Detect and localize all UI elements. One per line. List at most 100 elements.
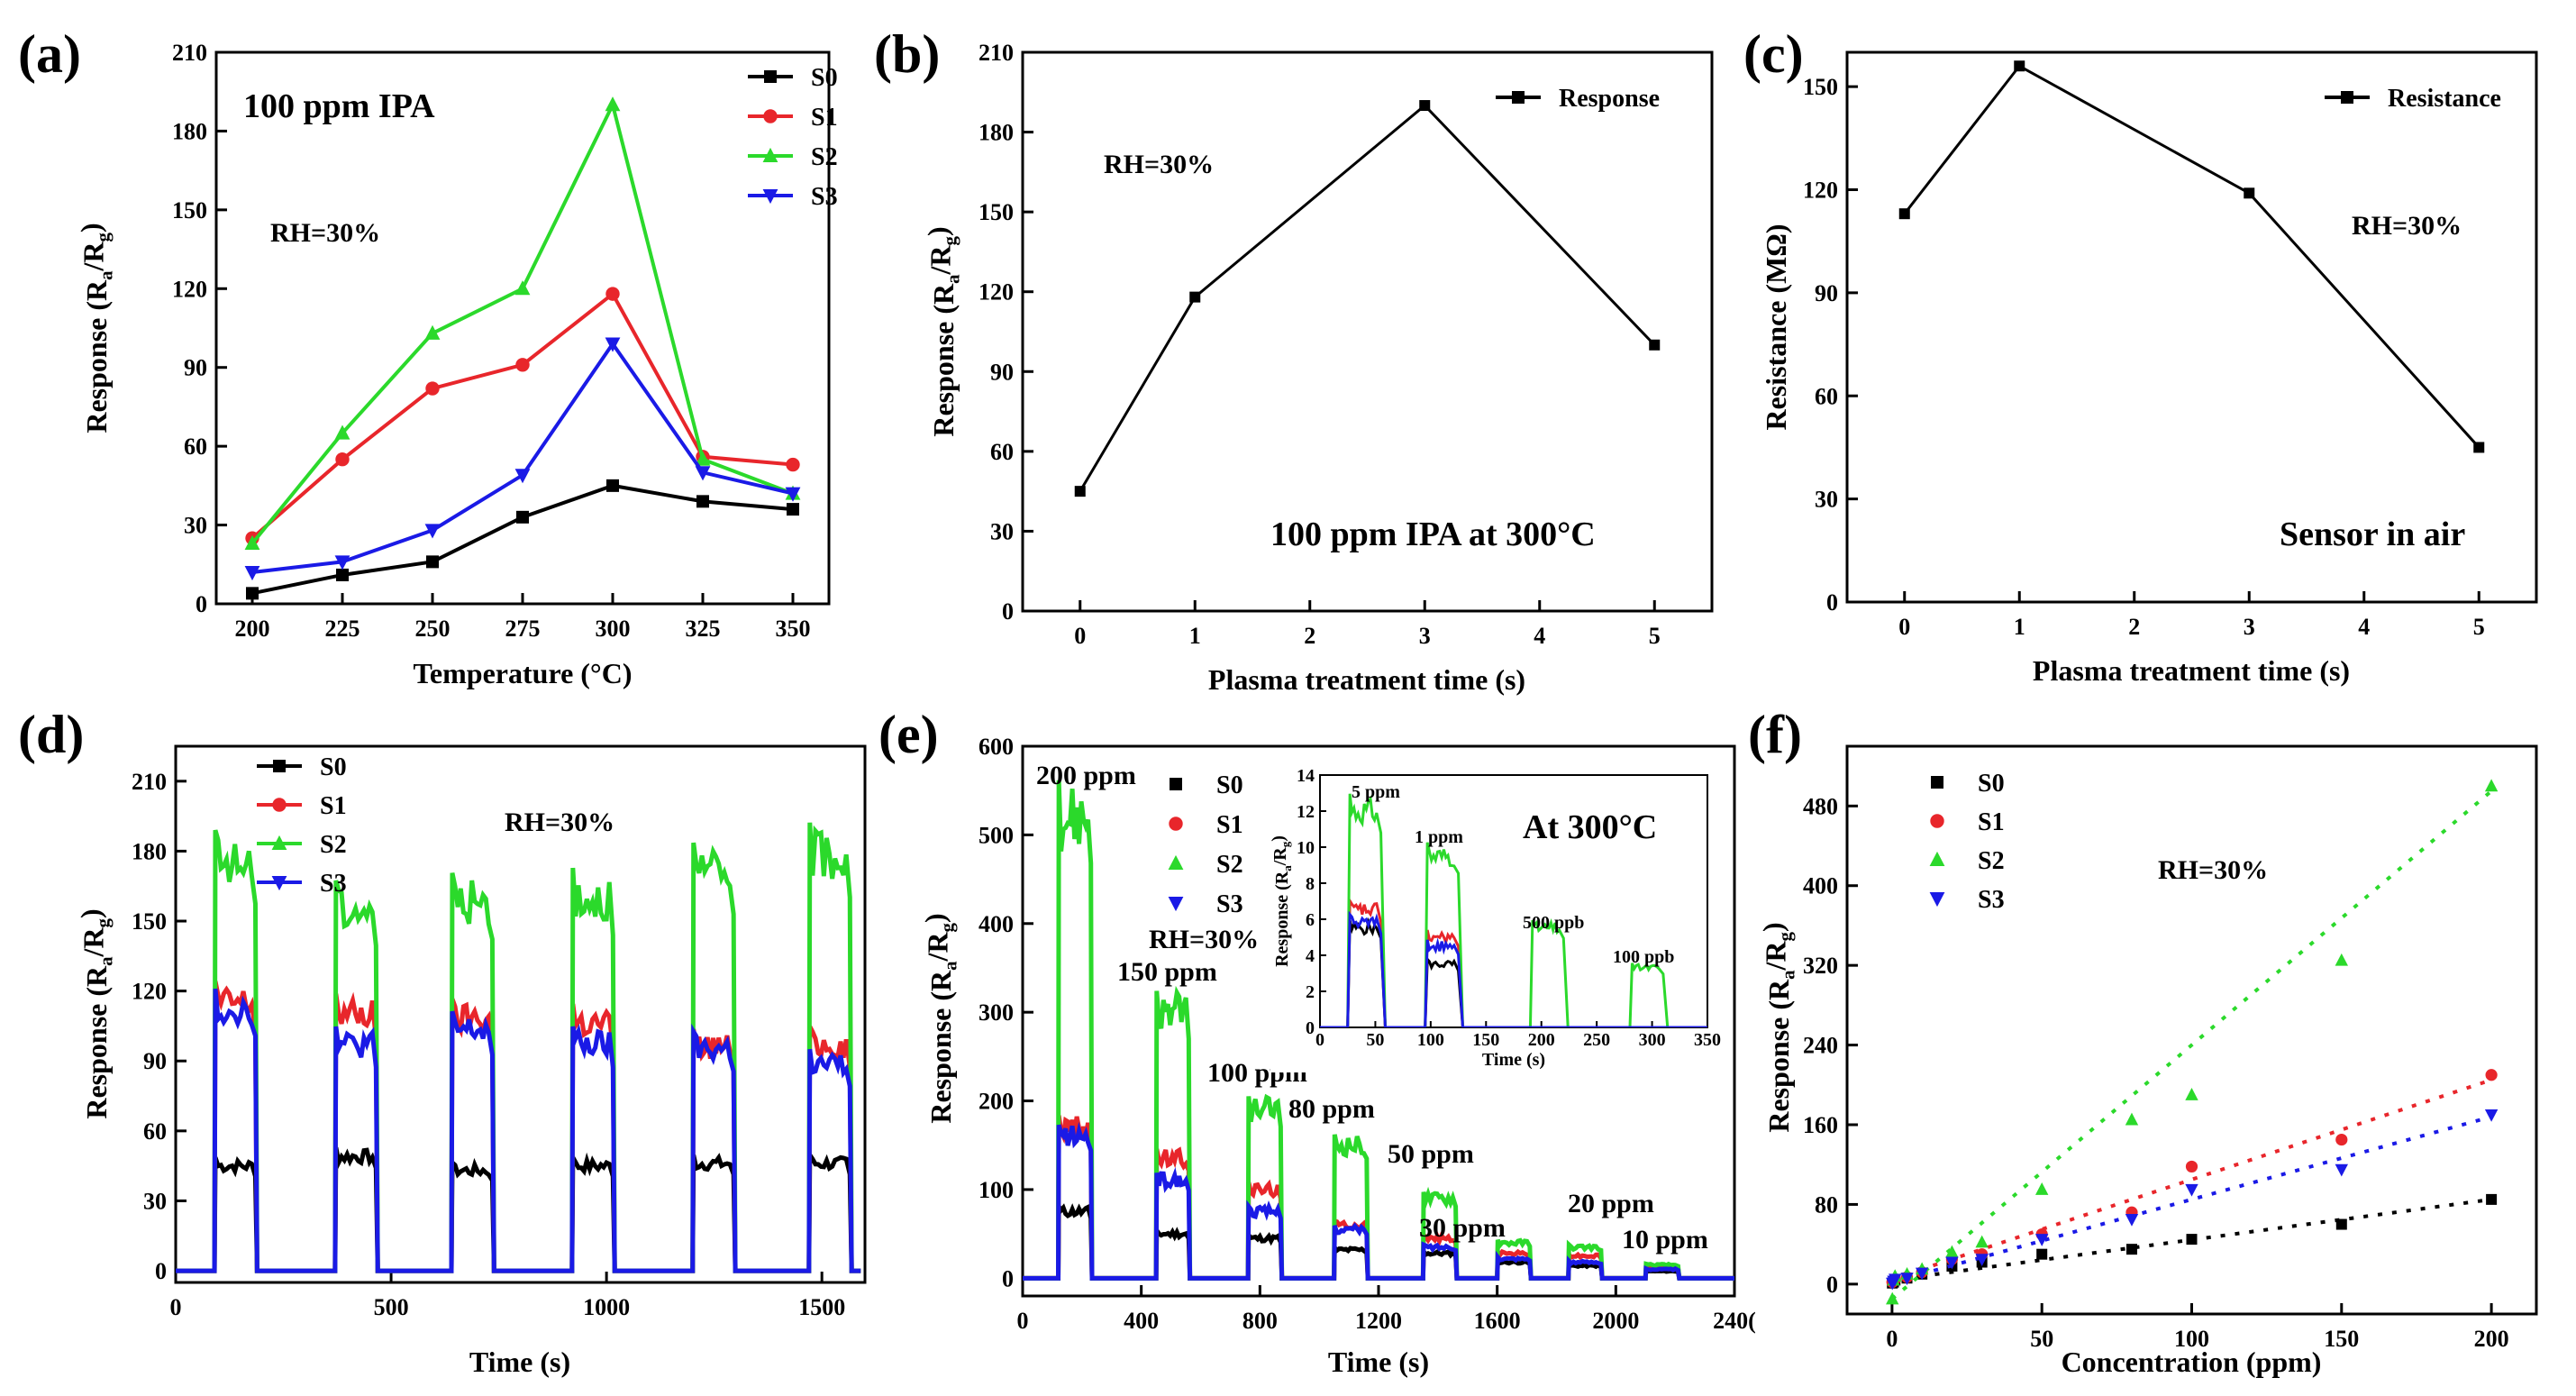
y-tick-label: 60 — [143, 1118, 167, 1145]
y-tick-label: 300 — [979, 999, 1014, 1026]
legend-label: S2 — [320, 831, 347, 859]
y-tick-label: 80 — [1815, 1191, 1838, 1218]
x-tick-label: 1000 — [583, 1294, 630, 1320]
data-point — [2185, 1160, 2198, 1173]
y-tick-label: 0 — [1826, 589, 1838, 616]
x-tick-label: 100 — [2174, 1326, 2209, 1352]
y-tick-label: 90 — [1815, 280, 1838, 306]
data-point — [1889, 1273, 1902, 1287]
y-axis-label-part: /R — [77, 927, 110, 958]
panel-b: (b) 0 1 2 3 4 5 0 30 60 90 120 150 180 210 RH=30% 100 pp… — [874, 24, 1714, 696]
legend-marker — [763, 109, 778, 123]
legend-marker — [273, 760, 286, 772]
y-tick-label: 90 — [184, 355, 207, 381]
y-axis-label: Response (Ra/Rg) — [918, 913, 960, 1123]
inset-series-S1 — [1320, 896, 1707, 1027]
legend-label: S0 — [1216, 771, 1243, 799]
panel-label: (a) — [18, 24, 81, 84]
annotation: At 300°C — [1523, 808, 1657, 846]
y-axis-label-part: g — [93, 917, 114, 927]
y-tick-label: 160 — [1803, 1112, 1838, 1138]
x-tick-label: 150 — [2324, 1326, 2359, 1352]
inset-annotation: 5 ppm — [1352, 782, 1400, 802]
data-point — [1945, 1245, 1959, 1258]
inset-background — [1270, 771, 1716, 1072]
series-S0 — [1887, 1193, 2498, 1289]
panel-d: (d) 0 500 1000 1500 0 30 60 90 120 150 180 210 RH=30%… — [18, 705, 867, 1378]
series-S3 — [244, 337, 801, 581]
x-tick-label: 2 — [1304, 623, 1315, 649]
y-axis-label: Resistance (MΩ) — [1760, 224, 1792, 430]
y-axis-label-part: Response (R — [927, 283, 960, 437]
y-axis-label-part: Response (R — [80, 965, 113, 1119]
data-point — [2125, 1112, 2139, 1126]
data-point — [1915, 1267, 1929, 1281]
data-point — [1975, 1235, 1989, 1248]
legend-label: S1 — [320, 792, 347, 820]
x-tick-label: 400 — [1124, 1308, 1159, 1334]
y-tick-label: 30 — [184, 513, 207, 539]
inset-x-tick-label: 350 — [1694, 1030, 1721, 1050]
legend-label: S3 — [1216, 890, 1243, 918]
data-point — [1900, 1273, 1914, 1286]
data-point — [785, 487, 801, 502]
x-tick-label: 325 — [686, 616, 721, 642]
x-tick-label: 4 — [1534, 623, 1545, 649]
y-axis-label-part: a — [942, 274, 963, 284]
y-axis-label-part: a — [96, 956, 116, 966]
y-tick-label: 100 — [979, 1177, 1014, 1203]
y-axis-label-part: g — [93, 232, 114, 242]
inset-y-axis-label-part: a — [1280, 865, 1294, 871]
data-point — [246, 587, 259, 600]
x-tick-label: 300 — [596, 616, 631, 642]
y-tick-label: 120 — [1803, 178, 1838, 204]
y-tick-label: 150 — [1803, 74, 1838, 100]
series-trace-S3 — [1023, 1121, 1734, 1281]
data-point — [2185, 1088, 2198, 1100]
annotation: 20 ppm — [1568, 1189, 1654, 1218]
legend-marker — [271, 835, 287, 850]
y-axis-label-part: /R — [77, 242, 110, 272]
y-tick-label: 0 — [1826, 1272, 1838, 1298]
data-point — [336, 568, 349, 581]
legend-label: S3 — [811, 183, 838, 211]
inset-x-axis-label: Time (s) — [1482, 1050, 1545, 1070]
x-axis-label: Time (s) — [469, 1346, 570, 1378]
panel-label: (d) — [18, 705, 84, 764]
y-axis-label-part: g — [937, 922, 958, 932]
x-tick-label: 200 — [2474, 1326, 2509, 1352]
y-axis-label: Response (Ra/Rg) — [1756, 922, 1798, 1132]
inset-x-tick-label: 0 — [1315, 1030, 1324, 1050]
data-point — [2014, 60, 2025, 72]
plot-frame — [1021, 50, 1714, 613]
x-tick-label: 4 — [2358, 614, 2370, 640]
data-point — [1886, 1291, 1899, 1305]
legend-label: S1 — [1978, 808, 2005, 836]
inset-y-tick-label: 4 — [1306, 946, 1315, 966]
inset-y-tick-label: 6 — [1306, 910, 1315, 930]
inset-x-tick-label: 100 — [1417, 1030, 1444, 1050]
y-tick-label: 210 — [979, 40, 1014, 66]
data-point — [244, 566, 260, 581]
legend-label: S3 — [1978, 886, 2005, 914]
inset-x-tick-label: 300 — [1639, 1030, 1666, 1050]
annotation: RH=30% — [1104, 150, 1214, 179]
x-axis-label: Temperature (°C) — [414, 657, 633, 689]
data-point — [1074, 486, 1086, 497]
series-line — [251, 483, 794, 596]
panel-e: (e)0 400 800 1200 1600 2000 240(01002003004005… — [878, 705, 1756, 1378]
data-point — [1975, 1254, 1989, 1267]
annotation: RH=30% — [1149, 925, 1259, 954]
legend-marker — [764, 70, 777, 83]
inset-chart: 0 50 100 150 200 250 300 350 0 2 4 6 8 10 12 14 5 ppm 1 p… — [1269, 766, 1721, 1072]
data-point — [2486, 1193, 2498, 1205]
panel-label: (c) — [1743, 24, 1804, 84]
inset-series-S2 — [1320, 793, 1707, 1027]
annotation: 200 ppm — [1036, 761, 1136, 790]
data-point — [787, 503, 799, 516]
annotation: 80 ppm — [1288, 1094, 1375, 1124]
data-point — [2335, 1133, 2348, 1146]
data-point — [696, 495, 709, 508]
x-tick-label: 5 — [1649, 623, 1661, 649]
y-axis-label-part: g — [940, 235, 960, 245]
